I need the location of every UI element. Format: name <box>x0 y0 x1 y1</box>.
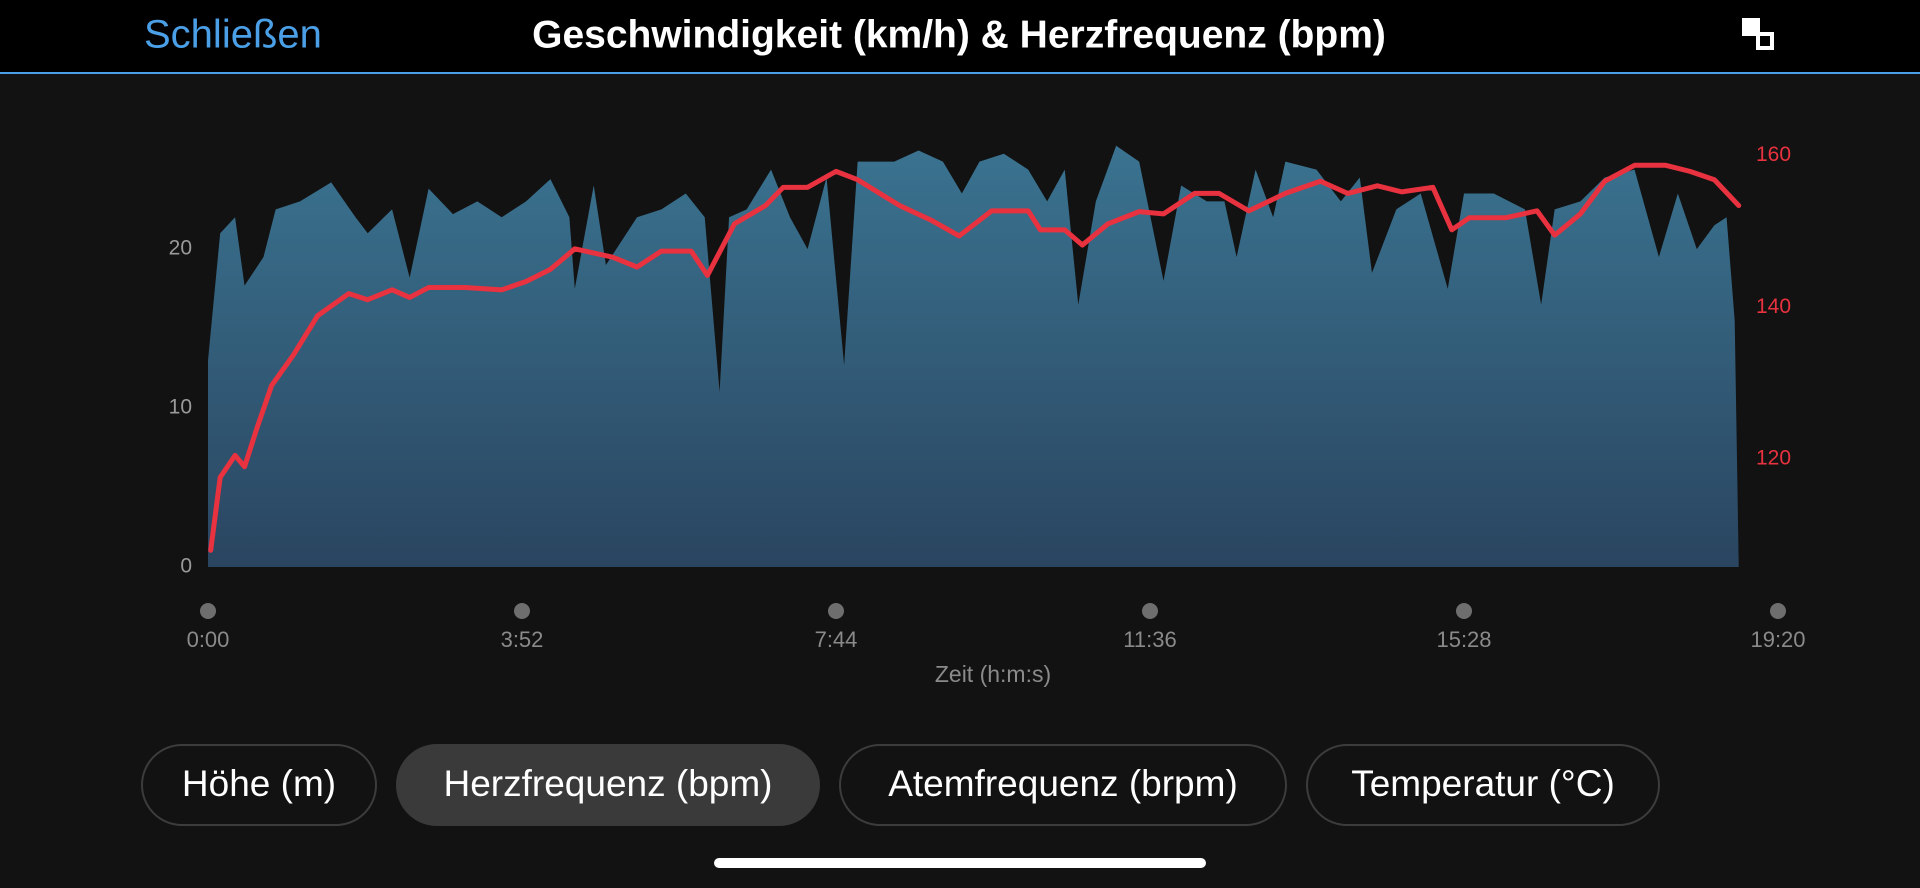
x-tick-label: 15:28 <box>1436 627 1491 652</box>
tab[interactable]: Temperatur (°C) <box>1306 744 1660 826</box>
x-axis-title: Zeit (h:m:s) <box>935 661 1051 687</box>
x-tick-dot <box>1456 603 1472 619</box>
tab[interactable]: Höhe (m) <box>141 744 377 826</box>
speed-area <box>208 145 1739 567</box>
close-button[interactable]: Schließen <box>144 13 322 57</box>
tab-background <box>141 744 377 826</box>
tab-bar: Höhe (m) Herzfrequenz (bpm) Atemfrequenz (… <box>141 744 1660 826</box>
y-tick-label: 0 <box>180 555 192 578</box>
heart-rate-line <box>208 162 1742 553</box>
tab[interactable]: Herzfrequenz (bpm) <box>396 744 820 826</box>
tab-background <box>839 744 1287 826</box>
header-title: Geschwindigkeit (km/h) & Herzfrequenz (b… <box>532 13 1386 56</box>
y2-tick-label: 120 <box>1756 447 1791 470</box>
expand-icon[interactable] <box>1742 18 1774 50</box>
x-tick-label: 19:20 <box>1750 627 1805 652</box>
y-tick-label: 20 <box>169 237 192 260</box>
tab-label[interactable]: Höhe (m) <box>182 763 336 804</box>
x-tick-label: 3:52 <box>501 627 544 652</box>
tab-background <box>396 744 820 826</box>
x-tick-dot <box>1142 603 1158 619</box>
x-tick-label: 7:44 <box>815 627 858 652</box>
x-tick-dot <box>200 603 216 619</box>
x-tick-label: 0:00 <box>187 627 230 652</box>
y2-tick-label: 160 <box>1756 143 1791 166</box>
y-tick-label: 10 <box>169 396 192 419</box>
home-indicator <box>714 858 1206 868</box>
x-tick-dot <box>828 603 844 619</box>
tab-label[interactable]: Herzfrequenz (bpm) <box>443 763 772 804</box>
tab-label[interactable]: Atemfrequenz (brpm) <box>888 763 1238 804</box>
tab[interactable]: Atemfrequenz (brpm) <box>839 744 1287 826</box>
plot: 0 10 20 120 140 160 0:00 3:52 7:44 11:36 15:28 19:2… <box>169 143 1806 687</box>
y2-tick-label: 140 <box>1756 295 1791 318</box>
x-tick-dot <box>1770 603 1786 619</box>
header-bar <box>0 0 1920 73</box>
tab-label[interactable]: Temperatur (°C) <box>1351 763 1615 804</box>
x-tick-dot <box>514 603 530 619</box>
x-tick-label: 11:36 <box>1123 627 1176 652</box>
tab-background <box>1306 744 1660 826</box>
icon-part <box>1760 36 1770 46</box>
icon-part <box>1742 18 1760 36</box>
